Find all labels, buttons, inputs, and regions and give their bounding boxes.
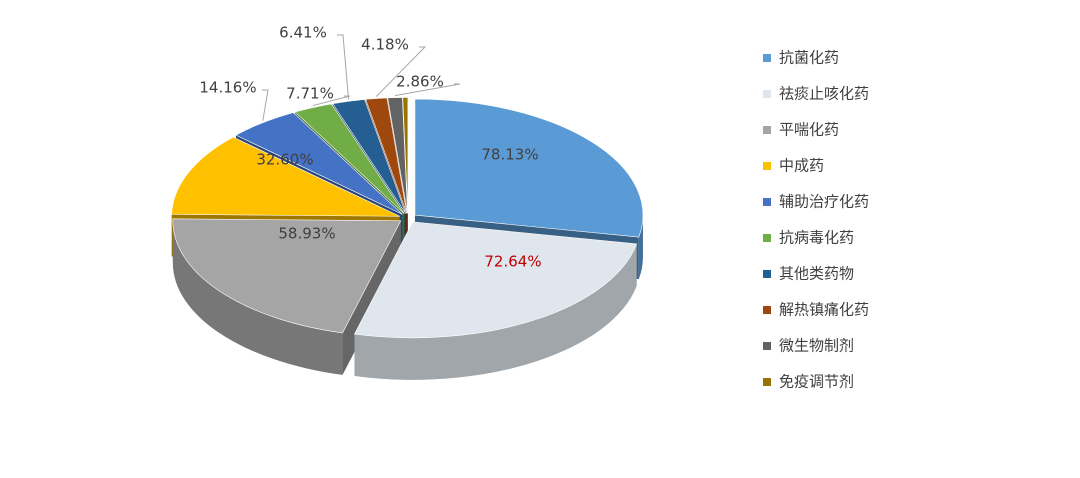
legend-label: 祛痰止咳化药 [779, 85, 869, 103]
slice [332, 99, 407, 214]
legend-swatch [763, 198, 771, 206]
legend-swatch [763, 162, 771, 170]
legend-label: 免疫调节剂 [779, 373, 854, 391]
leader-line [262, 89, 269, 121]
data-label: 6.41% [279, 24, 327, 42]
slice [354, 221, 638, 339]
legend-label: 其他类药物 [779, 265, 854, 283]
legend-label: 解热镇痛化药 [779, 301, 869, 319]
data-label: 14.16% [199, 79, 256, 97]
legend-label: 中成药 [779, 157, 824, 175]
slice [387, 97, 408, 214]
legend-label: 辅助治疗化药 [779, 193, 869, 211]
data-label: 78.13% [481, 146, 538, 164]
data-label: 58.93% [278, 225, 335, 243]
slice [171, 136, 400, 217]
legend-swatch [763, 378, 771, 386]
legend-swatch [763, 270, 771, 278]
data-label: 72.64% [484, 253, 541, 271]
slice [365, 97, 408, 214]
data-label: 32.60% [256, 151, 313, 169]
data-label: 4.18% [361, 36, 409, 54]
data-label: 2.86% [396, 73, 444, 91]
legend-swatch [763, 234, 771, 242]
leader-line [312, 95, 351, 107]
tops [171, 97, 644, 339]
leader-line [394, 83, 461, 97]
legend-swatch [763, 54, 771, 62]
legend-label: 微生物制剂 [779, 337, 854, 355]
slice [402, 97, 409, 214]
slice-wall [172, 220, 343, 375]
legend-label: 抗病毒化药 [779, 229, 854, 247]
legend-swatch [763, 126, 771, 134]
legend-swatch [763, 90, 771, 98]
legend-swatch [763, 342, 771, 350]
legend-swatch [763, 306, 771, 314]
leader-line [337, 34, 350, 100]
slice [235, 112, 403, 215]
data-label: 7.71% [286, 85, 334, 103]
legend-label: 抗菌化药 [779, 49, 839, 67]
leader-line [375, 46, 427, 97]
slice [294, 103, 405, 215]
slice-wall [354, 243, 637, 380]
slice [414, 98, 644, 238]
legend-label: 平喘化药 [779, 121, 839, 139]
slice-wall [638, 215, 643, 280]
slice [172, 218, 402, 334]
